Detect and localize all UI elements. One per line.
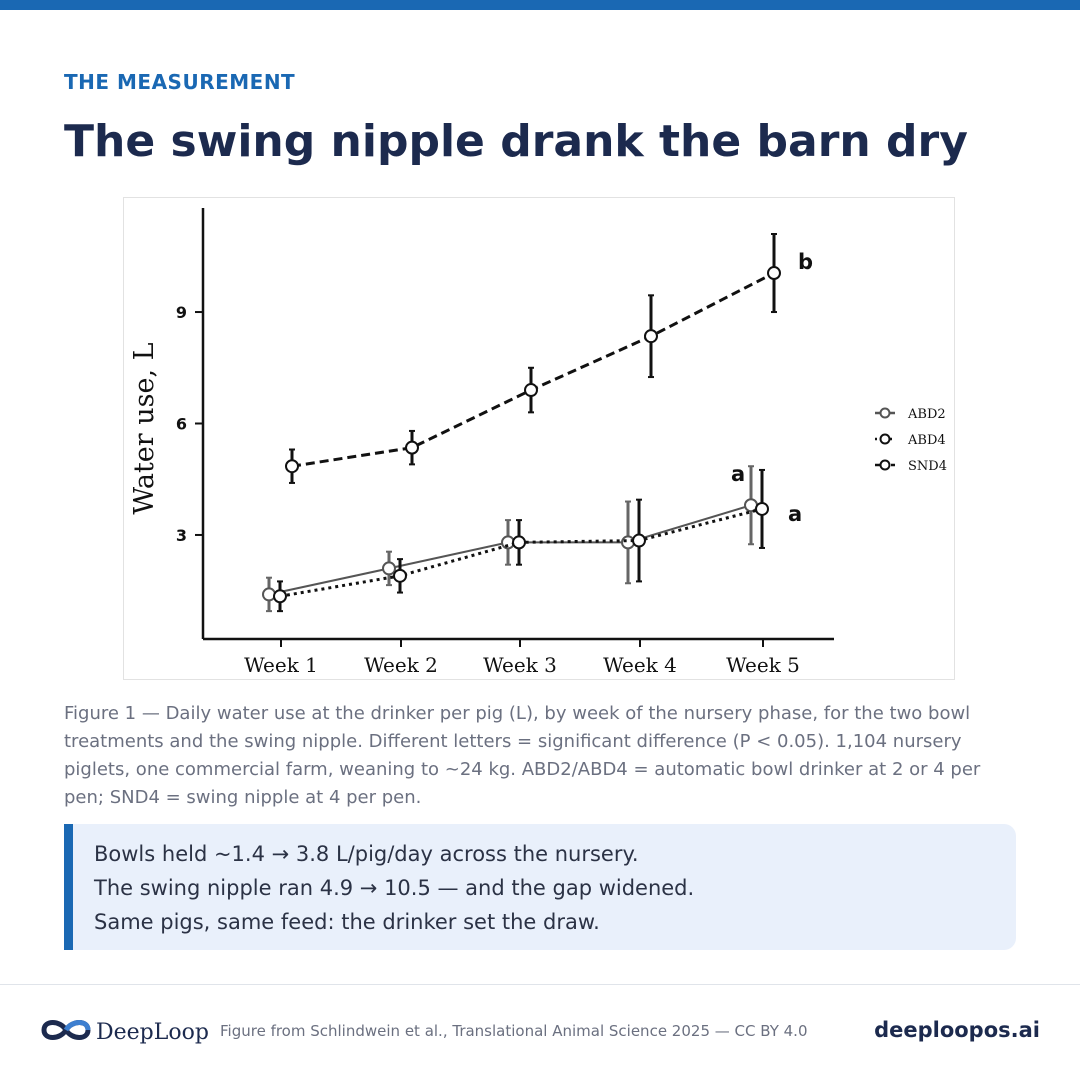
figure-caption: Figure 1 — Daily water use at the drinke… [64, 703, 981, 808]
data-point [393, 568, 407, 583]
series-abd2 [262, 465, 758, 613]
legend-marker [879, 459, 891, 471]
y-tick-label: 6 [176, 415, 187, 434]
data-point [621, 535, 635, 550]
x-tick-label: Week 1 [244, 653, 318, 677]
x-tick-label: Week 5 [726, 653, 800, 677]
data-point [767, 266, 781, 281]
x-tick-label: Week 2 [364, 653, 438, 677]
website-link[interactable]: deeploopos.ai [874, 1018, 1040, 1042]
footer-divider [0, 984, 1080, 985]
callout-line-2: The swing nipple ran 4.9 → 10.5 — and th… [94, 876, 695, 900]
legend-label: ABD2 [907, 407, 946, 422]
figure-source-credit: Figure from Schlindwein et al., Translat… [220, 1022, 808, 1040]
y-axis-label: Water use, L [129, 342, 160, 514]
callout-line-1: Bowls held ~1.4 → 3.8 L/pig/day across t… [94, 842, 639, 866]
legend-marker [879, 407, 891, 419]
y-tick-label: 3 [176, 526, 187, 545]
data-point [273, 589, 287, 604]
callout-line-3: Same pigs, same feed: the drinker set th… [94, 910, 600, 934]
y-tick-label: 9 [176, 303, 187, 322]
legend-label: SND4 [908, 459, 947, 474]
significance-letter: a [788, 502, 802, 526]
significance-letter: b [798, 250, 813, 274]
x-tick-label: Week 4 [603, 653, 677, 677]
key-findings-callout: Bowls held ~1.4 → 3.8 L/pig/day across t… [64, 824, 1016, 950]
brand-logo[interactable]: DeepLoop [40, 1016, 209, 1048]
data-point [755, 501, 769, 516]
legend-marker [879, 433, 891, 445]
series-abd4 [273, 468, 769, 613]
series-line [279, 507, 763, 598]
chart-figure: 3 6 9 Week 1 Week 2 Week 3 Week 4 Week 5 Water u… [123, 197, 955, 680]
data-point [524, 383, 538, 398]
section-kicker: THE MEASUREMENT [64, 70, 296, 94]
data-point [644, 329, 658, 344]
data-point [285, 459, 299, 474]
legend-item-snd4: SND4 [875, 459, 947, 474]
series-snd4 [285, 233, 781, 484]
significance-letter: a [731, 462, 745, 486]
water-use-chart: 3 6 9 Week 1 Week 2 Week 3 Week 4 Week 5 Water u… [129, 208, 947, 677]
top-accent-bar [0, 0, 1080, 10]
page-title: The swing nipple drank the barn dry [64, 116, 968, 167]
data-point [512, 535, 526, 550]
series-line [268, 504, 752, 596]
legend-item-abd2: ABD2 [875, 407, 946, 422]
data-point [262, 587, 276, 602]
brand-name: DeepLoop [96, 1019, 209, 1045]
data-point [632, 533, 646, 548]
x-tick-label: Week 3 [483, 653, 557, 677]
legend-label: ABD4 [907, 433, 946, 448]
legend-item-abd4: ABD4 [875, 433, 946, 448]
data-point [405, 440, 419, 455]
series-line [291, 271, 775, 468]
data-point [382, 561, 396, 576]
infinity-loop-icon [40, 1017, 92, 1047]
